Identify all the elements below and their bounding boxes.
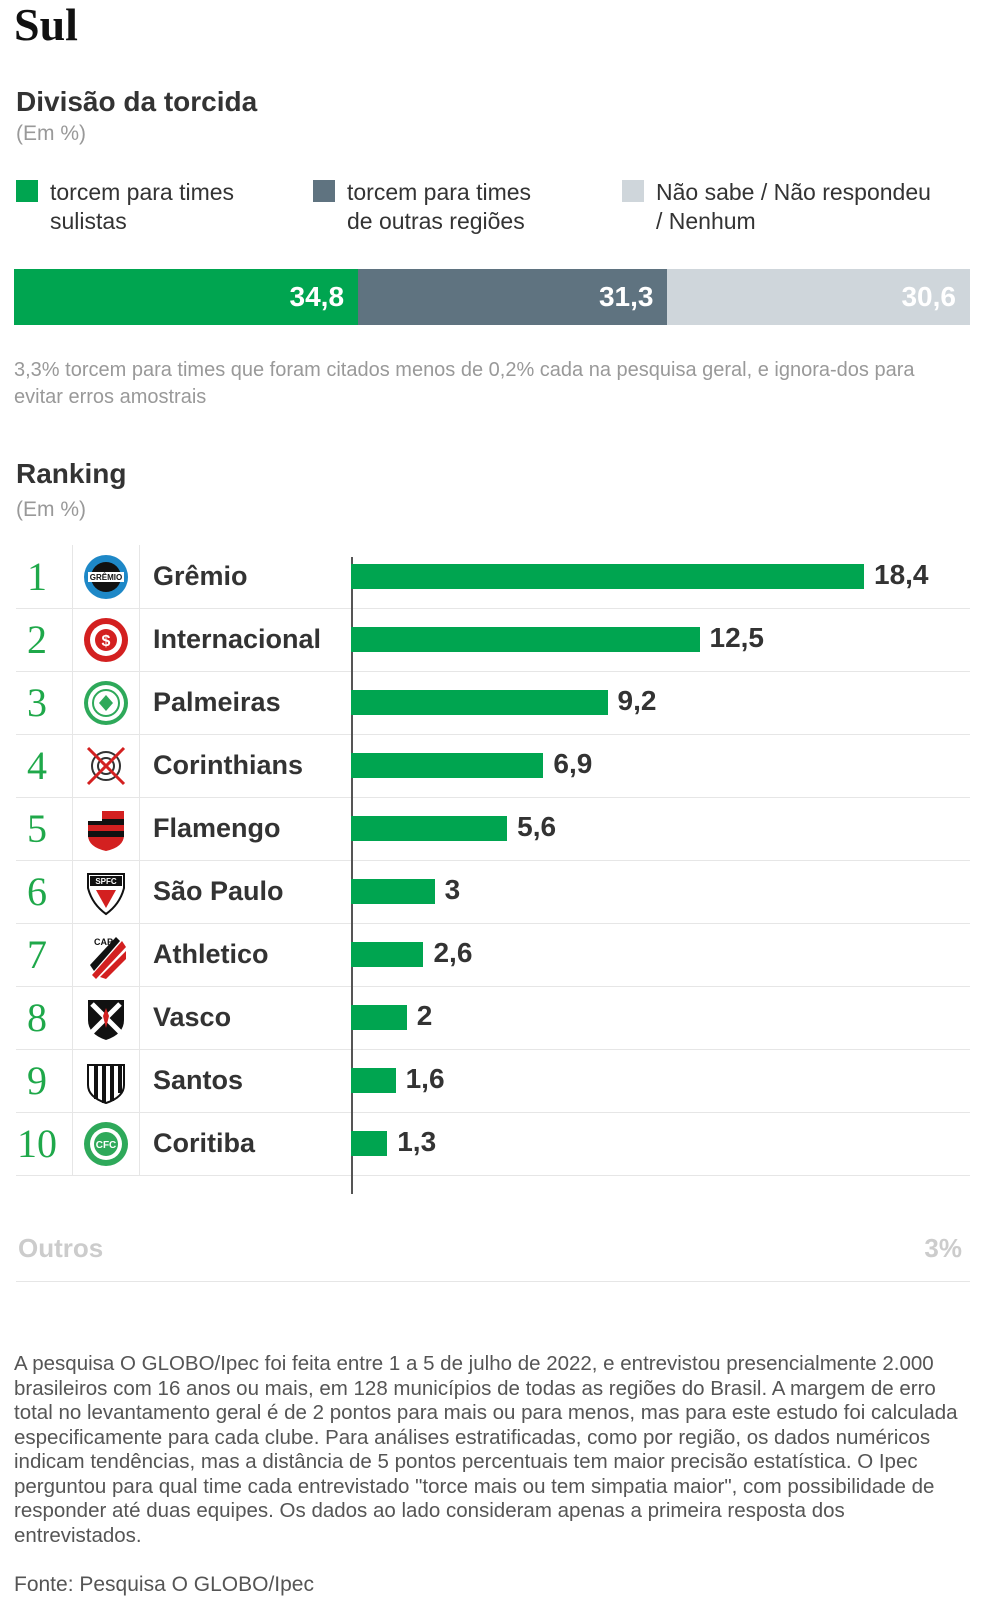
legend-label: torcem para times sulistas xyxy=(50,179,235,234)
team-name: São Paulo xyxy=(153,876,284,906)
legend-label: Não sabe / Não respondeu / Nenhum xyxy=(656,179,931,234)
ranking-row: 10 CFC Coritiba xyxy=(16,1112,970,1176)
team-name: Grêmio xyxy=(153,561,248,591)
legend-swatch xyxy=(622,180,644,202)
ranking-row: 2 $ Internacional xyxy=(16,608,970,672)
coritiba-crest-icon: CFC xyxy=(72,1112,140,1175)
legend-swatch xyxy=(16,180,38,202)
ranking-row: 6 SPFC São Paulo xyxy=(16,860,970,924)
legend-item: torcem para times de outras regiões xyxy=(313,178,531,236)
ranking-bar xyxy=(351,879,435,904)
ranking-axis-line xyxy=(351,557,353,1194)
rank-number: 2 xyxy=(27,617,47,662)
legend-label: torcem para times de outras regiões xyxy=(347,179,532,234)
others-row: Outros 3% xyxy=(16,1223,970,1282)
team-name: Santos xyxy=(153,1065,244,1095)
stacked-bar-label: 31,3 xyxy=(598,281,654,312)
rank-number: 7 xyxy=(27,932,47,977)
team-name: Coritiba xyxy=(153,1128,256,1158)
source-text: Fonte: Pesquisa O GLOBO/Ipec xyxy=(14,1573,314,1596)
legend-swatch xyxy=(313,180,335,202)
rank-number: 1 xyxy=(27,554,47,599)
athletico-crest-icon: CAP xyxy=(72,923,140,986)
vasco-crest-icon xyxy=(72,986,140,1049)
ranking-row: 4 Corinthians xyxy=(16,734,970,798)
ranking-bar-label: 6,9 xyxy=(553,748,593,779)
rank-number: 4 xyxy=(27,743,47,788)
internacional-crest-icon: $ xyxy=(72,608,140,671)
ranking-bar xyxy=(351,1005,407,1030)
ranking-row: 3 Palmeiras xyxy=(16,671,970,735)
stacked-bar: 34,8 31,3 30,6 xyxy=(14,269,970,325)
svg-text:CFC: CFC xyxy=(96,1140,117,1151)
ranking-bar-label: 3 xyxy=(444,874,461,905)
region-title: Sul xyxy=(14,0,78,50)
ranking-row: 5 Flamengo xyxy=(16,797,970,861)
ranking-bar xyxy=(351,564,864,589)
division-note: 3,3% torcem para times que foram citados… xyxy=(14,359,915,408)
team-name: Palmeiras xyxy=(153,687,281,717)
ranking-bar-label: 9,2 xyxy=(617,685,657,716)
rank-number: 3 xyxy=(27,680,47,725)
legend-item: torcem para times sulistas xyxy=(16,178,234,236)
ranking-bar-label: 12,5 xyxy=(709,622,765,653)
stacked-bar-label: 34,8 xyxy=(289,281,345,312)
team-name: Corinthians xyxy=(153,750,304,780)
ranking-bar xyxy=(351,1068,396,1093)
rank-number: 5 xyxy=(27,806,47,851)
ranking-bar xyxy=(351,942,424,967)
ranking-bar-label: 2,6 xyxy=(433,937,473,968)
svg-text:GRÊMIO: GRÊMIO xyxy=(90,573,122,582)
svg-text:SPFC: SPFC xyxy=(95,877,117,886)
stacked-bar-label: 30,6 xyxy=(901,281,956,312)
team-name: Athletico xyxy=(153,939,269,969)
ranking-bar xyxy=(351,627,700,652)
ranking-row: 1 GRÊMIO Grêmio xyxy=(16,545,970,609)
stacked-bar-segment: 34,8 xyxy=(14,269,359,325)
svg-text:CAP: CAP xyxy=(94,937,113,947)
ranking-bar-label: 1,6 xyxy=(405,1063,445,1094)
ranking-title: Ranking xyxy=(16,458,127,489)
ranking-bar-label: 1,3 xyxy=(397,1126,437,1157)
sao-paulo-crest-icon: SPFC xyxy=(72,860,140,923)
ranking-bar xyxy=(351,1131,388,1156)
team-name: Vasco xyxy=(153,1002,232,1032)
rank-number: 6 xyxy=(27,869,47,914)
ranking-bar-label: 18,4 xyxy=(874,559,929,590)
methodology-text: A pesquisa O GLOBO/Ipec foi feita entre … xyxy=(14,1352,958,1547)
ranking-unit: (Em %) xyxy=(16,498,86,521)
stacked-bar-segment: 31,3 xyxy=(358,269,668,325)
rank-number: 9 xyxy=(27,1058,47,1103)
ranking-bar xyxy=(351,690,608,715)
ranking-bar xyxy=(351,816,508,841)
rank-number: 10 xyxy=(17,1121,57,1166)
team-name: Internacional xyxy=(153,624,322,654)
ranking-row: 7 CAP Athletico xyxy=(16,923,970,987)
gremio-crest-icon: GRÊMIO xyxy=(72,545,140,608)
svg-text:$: $ xyxy=(102,633,111,650)
ranking-bar xyxy=(351,753,544,778)
legend-item: Não sabe / Não respondeu / Nenhum xyxy=(622,178,931,236)
ranking-bar-label: 5,6 xyxy=(517,811,557,842)
others-value: 3% xyxy=(924,1233,962,1263)
corinthians-crest-icon xyxy=(72,734,140,797)
rank-number: 8 xyxy=(27,995,47,1040)
division-title: Divisão da torcida xyxy=(16,86,258,117)
palmeiras-crest-icon xyxy=(72,671,140,734)
others-label: Outros xyxy=(18,1233,104,1263)
ranking-bar-label: 2 xyxy=(416,1000,433,1031)
division-unit: (Em %) xyxy=(16,122,86,145)
ranking-row: 8 Vasco xyxy=(16,986,970,1050)
ranking-row: 9 Santos xyxy=(16,1049,970,1113)
stacked-bar-segment: 30,6 xyxy=(667,269,970,325)
santos-crest-icon xyxy=(72,1049,140,1112)
team-name: Flamengo xyxy=(153,813,281,843)
flamengo-crest-icon xyxy=(72,797,140,860)
